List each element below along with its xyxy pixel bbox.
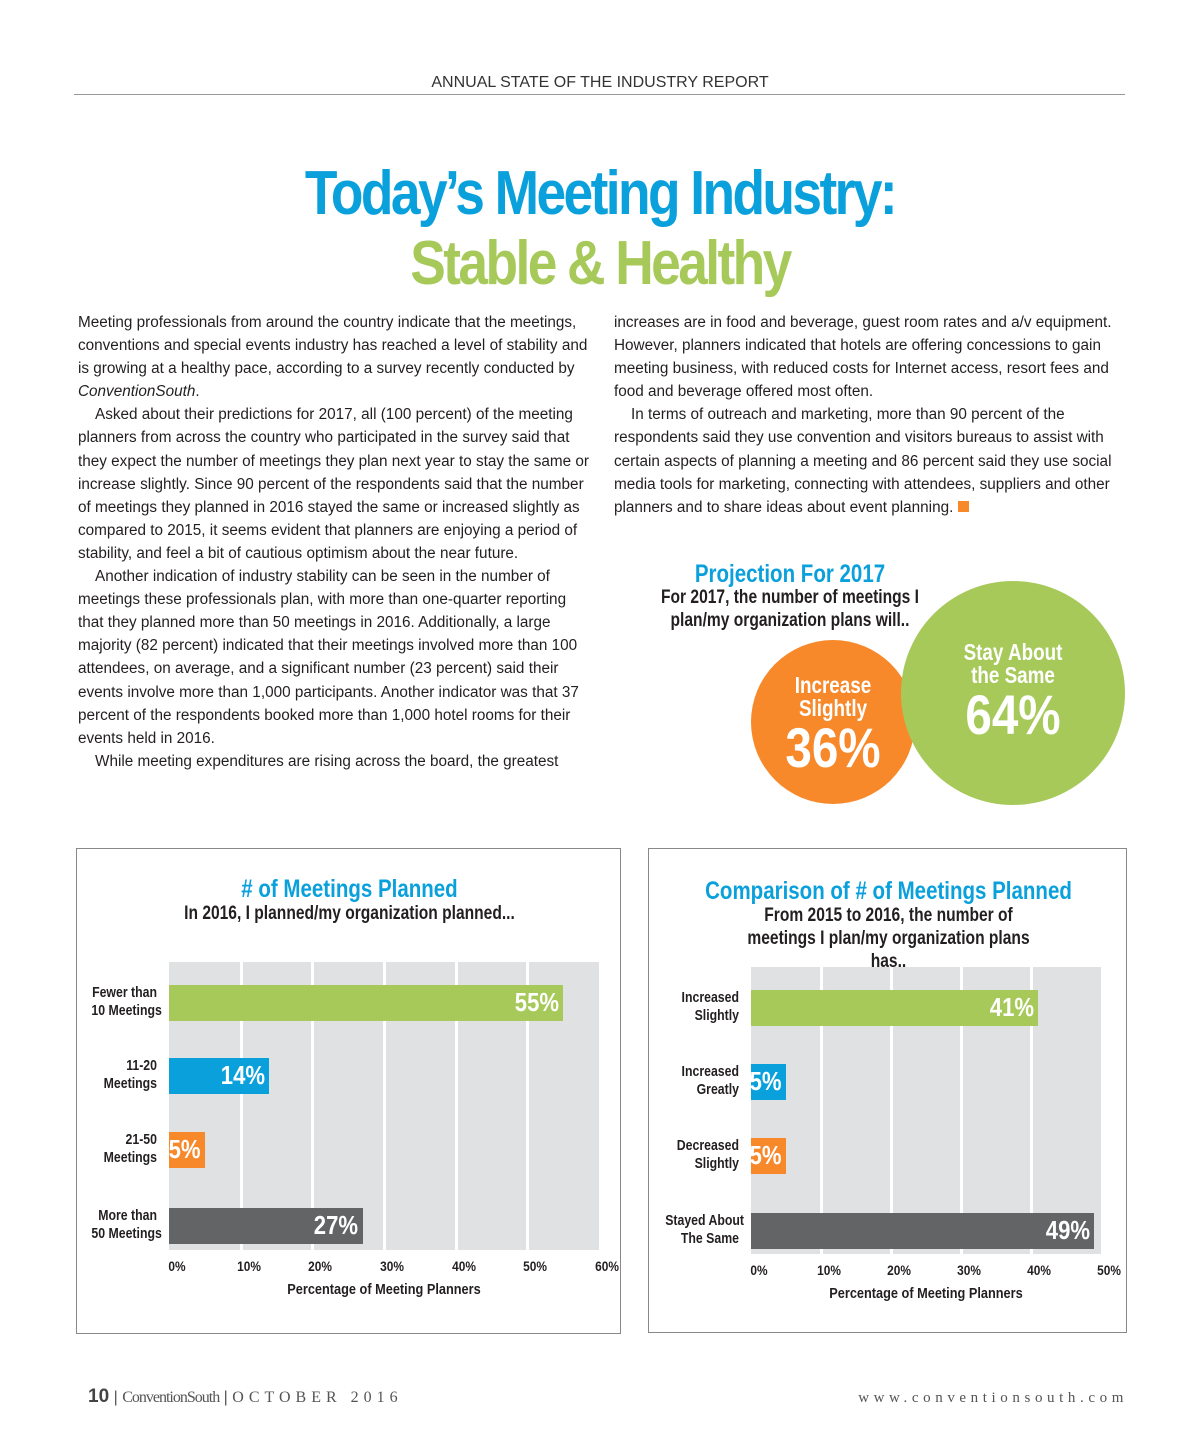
plot-area: 55% 14% 5% 27%: [169, 962, 599, 1250]
bubble-increase-slightly: Increase Slightly 36%: [751, 640, 915, 804]
running-head: ANNUAL STATE OF THE INDUSTRY REPORT: [431, 74, 769, 91]
projection-title: Projection For 2017: [694, 560, 886, 588]
bar: 41%: [751, 990, 1038, 1026]
x-tick-label: 30%: [957, 1262, 981, 1278]
gridline: [383, 962, 386, 1250]
x-tick-label: 20%: [887, 1262, 911, 1278]
bar: 27%: [169, 1208, 363, 1244]
magazine-name: ConventionSouth: [122, 1389, 220, 1406]
chart-title: # of Meetings Planned: [241, 875, 458, 903]
website-url: www.conventionsouth.com: [858, 1390, 1128, 1406]
gridline: [1030, 967, 1033, 1254]
x-tick-label: 0%: [750, 1262, 768, 1278]
gridline: [890, 967, 893, 1254]
footer-left: 10 | ConventionSouth | OCTOBER 2016: [88, 1386, 403, 1408]
gridline: [454, 962, 458, 1250]
plot-area: 41% 5% 5% 49%: [750, 967, 1101, 1254]
page-title-line2: Stable & Healthy: [410, 229, 792, 298]
x-tick-label: 50%: [523, 1258, 548, 1274]
bar: 5%: [169, 1132, 205, 1168]
bar-value-label: 55%: [514, 987, 560, 1017]
separator: |: [113, 1389, 118, 1406]
chart-subtitle: In 2016, I planned/my organization plann…: [184, 903, 515, 924]
x-tick-label: 50%: [1097, 1262, 1121, 1278]
header-rule: [74, 94, 1125, 95]
chart-title: Comparison of # of Meetings Planned: [705, 877, 1072, 905]
page-title-line1: Today’s Meeting Industry:: [304, 159, 898, 228]
x-tick-label: 0%: [168, 1258, 186, 1274]
gridline: [239, 962, 243, 1250]
bar-value-label: 5%: [168, 1134, 201, 1164]
article-column-left: Meeting professionals from around the co…: [78, 311, 593, 773]
chart-comparison: Comparison of # of Meetings Planned From…: [648, 848, 1127, 1333]
bar: 49%: [751, 1213, 1094, 1249]
paragraph: Another indication of industry stability…: [78, 568, 579, 747]
end-mark-icon: [958, 500, 970, 512]
paragraph: While meeting expenditures are rising ac…: [95, 752, 559, 770]
category-label: Increased Slightly: [681, 989, 739, 1024]
projection-subtitle: For 2017, the number of meetings I plan/…: [661, 587, 919, 631]
x-tick-label: 20%: [308, 1258, 333, 1274]
bar: 5%: [750, 1138, 786, 1174]
gridline: [820, 967, 823, 1254]
category-label: More than 50 Meetings: [91, 1207, 162, 1242]
category-label: 11-20 Meetings: [103, 1057, 157, 1092]
gridline: [960, 967, 963, 1254]
paragraph: Asked about their predictions for 2017, …: [78, 406, 590, 562]
x-tick-label: 10%: [817, 1262, 841, 1278]
bubble-stay-same: Stay About the Same 64%: [901, 581, 1125, 805]
gridline: [311, 962, 315, 1250]
issue-date: OCTOBER 2016: [232, 1389, 403, 1406]
x-tick-label: 30%: [380, 1258, 404, 1274]
chart-subtitle: From 2015 to 2016, the number of meeting…: [747, 905, 1030, 972]
category-label: Stayed About The Same: [665, 1212, 745, 1247]
paragraph: Meeting professionals from around the co…: [78, 311, 593, 403]
x-tick-label: 40%: [1027, 1262, 1051, 1278]
article-column-right: increases are in food and beverage, gues…: [614, 311, 1134, 519]
bubble-value: 64%: [965, 683, 1061, 746]
bar-value-label: 14%: [221, 1060, 266, 1090]
bar-value-label: 41%: [989, 992, 1034, 1022]
bubble-value: 36%: [785, 716, 881, 779]
x-tick-label: 10%: [236, 1258, 261, 1274]
paragraph: increases are in food and beverage, gues…: [614, 314, 1112, 401]
bar-value-label: 27%: [314, 1210, 359, 1240]
magazine-name: ConventionSouth: [78, 383, 196, 401]
bar: 55%: [169, 985, 564, 1021]
separator: |: [223, 1389, 228, 1406]
x-axis-label: Percentage of Meeting Planners: [287, 1281, 481, 1298]
chart-meetings-planned: # of Meetings Planned In 2016, I planned…: [76, 848, 621, 1334]
category-label: Fewer than 10 Meetings: [91, 984, 162, 1019]
text: Meeting professionals from around the co…: [78, 314, 588, 378]
x-tick-label: 40%: [451, 1258, 476, 1274]
paragraph: In terms of outreach and marketing, more…: [614, 403, 1134, 518]
bar: 5%: [750, 1064, 786, 1100]
text: .: [195, 383, 200, 401]
bar: 14%: [169, 1058, 270, 1094]
bar-value-label: 49%: [1045, 1215, 1090, 1245]
bar-value-label: 5%: [750, 1066, 782, 1096]
category-label: 21-50 Meetings: [103, 1131, 157, 1166]
bar-value-label: 5%: [750, 1140, 782, 1170]
x-tick-label: 60%: [595, 1258, 619, 1274]
bubble-label: Stay About the Same: [963, 639, 1063, 688]
page-number: 10: [88, 1386, 110, 1407]
gridline: [526, 962, 530, 1250]
x-axis-label: Percentage of Meeting Planners: [829, 1285, 1023, 1302]
category-label: Decreased Slightly: [676, 1137, 739, 1172]
text: In terms of outreach and marketing, more…: [614, 406, 1112, 516]
category-label: Increased Greatly: [681, 1063, 739, 1098]
bubble-label: Increase Slightly: [794, 672, 872, 721]
